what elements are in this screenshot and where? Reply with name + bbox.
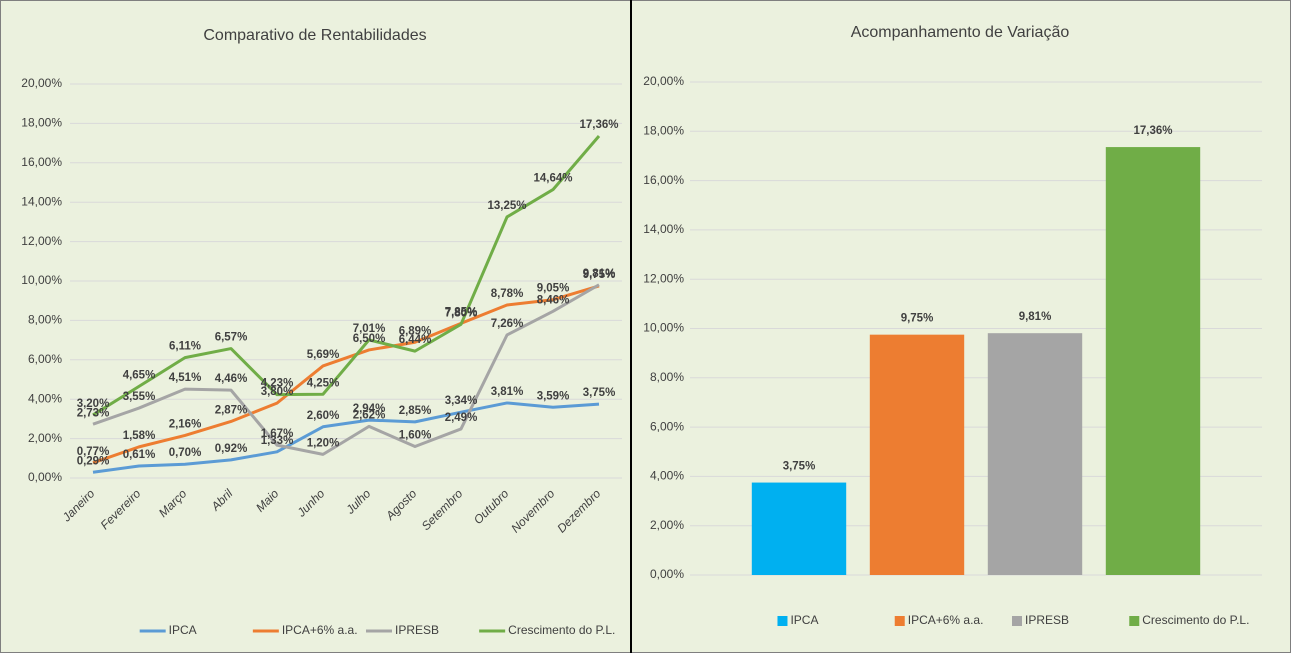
- data-label: 7,85%: [445, 306, 478, 318]
- data-label: 14,64%: [533, 173, 572, 185]
- data-label: 17,36%: [579, 119, 618, 131]
- y-tick-label: 16,00%: [21, 155, 62, 169]
- data-label: 3,55%: [123, 391, 156, 403]
- data-label: 1,58%: [123, 430, 156, 442]
- data-label: 7,26%: [491, 318, 524, 330]
- data-label: 4,23%: [261, 378, 294, 390]
- data-label: 4,65%: [123, 369, 156, 381]
- data-label: 3,20%: [77, 398, 110, 410]
- data-label: 9,05%: [537, 283, 570, 295]
- data-label: 2,62%: [353, 409, 386, 421]
- data-label: 8,78%: [491, 288, 524, 300]
- y-tick-label: 6,00%: [28, 352, 62, 366]
- data-label: 6,44%: [399, 334, 432, 346]
- data-label: 1,67%: [261, 428, 294, 440]
- data-label: 9,81%: [583, 268, 616, 280]
- data-label: 2,49%: [445, 412, 478, 424]
- y-tick-label: 20,00%: [643, 74, 684, 88]
- legend-label: IPRESB: [1025, 613, 1069, 627]
- series-line: [92, 135, 601, 417]
- data-label: 7,01%: [353, 323, 386, 335]
- data-label: 9,75%: [901, 313, 934, 325]
- y-tick-label: 18,00%: [21, 116, 62, 130]
- chart-title: Comparativo de Rentabilidades: [203, 27, 426, 44]
- data-label: 3,80%: [261, 386, 294, 398]
- data-label: 2,60%: [307, 410, 340, 422]
- y-tick-label: 0,00%: [28, 470, 62, 484]
- data-label: 2,87%: [215, 404, 248, 416]
- y-tick-label: 16,00%: [643, 173, 684, 187]
- data-label: 6,57%: [215, 332, 248, 344]
- data-label: 6,89%: [399, 325, 432, 337]
- data-label: 3,75%: [783, 461, 816, 473]
- legend-label: Crescimento do P.L.: [508, 623, 615, 637]
- legend-swatch: [1129, 616, 1140, 626]
- data-label: 0,77%: [77, 446, 110, 458]
- data-label: 9,81%: [1019, 311, 1052, 323]
- y-tick-label: 14,00%: [21, 194, 62, 208]
- y-tick-label: 12,00%: [643, 271, 684, 285]
- data-label: 0,29%: [77, 455, 110, 467]
- y-tick-label: 2,00%: [28, 431, 62, 445]
- y-tick-label: 0,00%: [650, 567, 684, 581]
- data-label: 3,59%: [537, 390, 570, 402]
- bar: [869, 334, 965, 575]
- data-label: 3,75%: [583, 387, 616, 399]
- legend-swatch: [777, 616, 788, 626]
- chart-title: Acompanhamento de Variação: [851, 24, 1070, 41]
- legend-swatch: [1012, 616, 1022, 626]
- y-tick-label: 4,00%: [650, 469, 684, 483]
- data-label: 1,33%: [261, 435, 294, 447]
- data-label: 2,73%: [77, 407, 110, 419]
- data-label: 4,25%: [307, 377, 340, 389]
- data-label: 0,70%: [169, 447, 202, 459]
- data-label: 1,60%: [399, 430, 432, 442]
- legend-label: IPCA: [790, 613, 818, 627]
- y-tick-label: 18,00%: [643, 123, 684, 137]
- series-line: [92, 401, 600, 474]
- data-label: 0,92%: [215, 443, 248, 455]
- legend-label: IPRESB: [395, 623, 439, 637]
- legend-label: Crescimento do P.L.: [1142, 613, 1249, 627]
- data-label: 3,34%: [445, 395, 478, 407]
- data-label: 7,80%: [445, 307, 478, 319]
- y-tick-label: 10,00%: [643, 321, 684, 335]
- bar: [751, 482, 847, 575]
- data-label: 3,81%: [491, 386, 524, 398]
- bar: [1105, 147, 1201, 576]
- data-label: 2,85%: [399, 405, 432, 417]
- y-tick-label: 2,00%: [650, 518, 684, 532]
- series-line: [92, 283, 600, 456]
- y-tick-label: 8,00%: [650, 370, 684, 384]
- data-label: 13,25%: [487, 200, 526, 212]
- data-label: 2,94%: [353, 403, 386, 415]
- y-tick-label: 10,00%: [21, 273, 62, 287]
- data-label: 0,61%: [123, 449, 156, 461]
- data-label: 17,36%: [1133, 125, 1172, 137]
- data-label: 6,11%: [169, 341, 201, 353]
- data-label: 8,46%: [537, 294, 570, 306]
- y-tick-label: 20,00%: [21, 76, 62, 90]
- legend-swatch: [894, 616, 905, 626]
- data-label: 9,75%: [583, 269, 616, 281]
- y-tick-label: 12,00%: [21, 234, 62, 248]
- data-label: 6,50%: [353, 333, 386, 345]
- legend-label: IPCA: [169, 623, 197, 637]
- data-label: 4,46%: [215, 373, 248, 385]
- bar: [987, 333, 1083, 575]
- y-tick-label: 8,00%: [28, 313, 62, 327]
- data-label: 2,16%: [169, 418, 202, 430]
- series-line: [92, 284, 600, 465]
- y-tick-label: 6,00%: [650, 419, 684, 433]
- y-tick-label: 14,00%: [643, 222, 684, 236]
- data-label: 5,69%: [307, 349, 340, 361]
- data-label: 1,20%: [307, 437, 340, 449]
- data-label: 4,51%: [169, 372, 202, 384]
- y-tick-label: 4,00%: [28, 391, 62, 405]
- legend-label: IPCA+6% a.a.: [908, 613, 984, 627]
- legend-label: IPCA+6% a.a.: [282, 623, 358, 637]
